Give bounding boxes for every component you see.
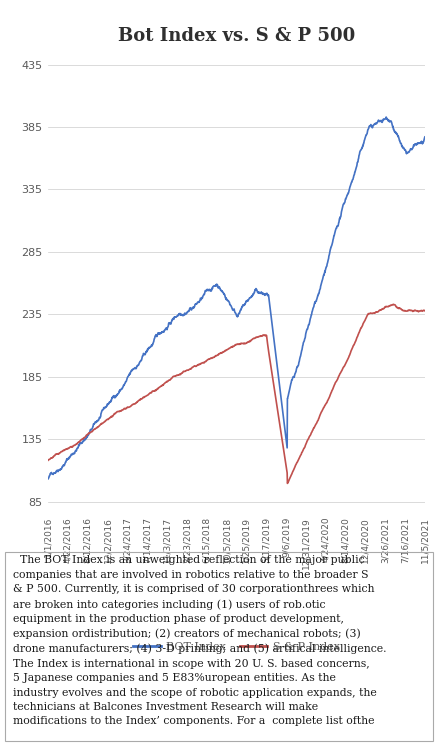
Text: The BOT Index is an unweighted reflection of the major public
companies that are: The BOT Index is an unweighted reflectio… bbox=[13, 556, 387, 726]
Title: Bot Index vs. S & P 500: Bot Index vs. S & P 500 bbox=[118, 27, 355, 45]
Legend: BOT Index, S & P Index: BOT Index, S & P Index bbox=[129, 638, 344, 656]
